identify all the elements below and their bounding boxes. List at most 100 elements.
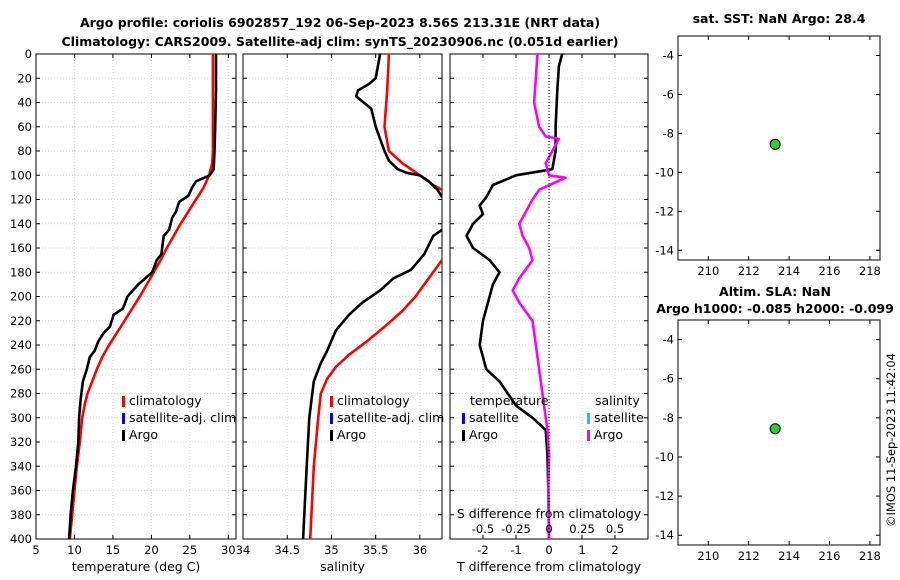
y-tick-label: -14 bbox=[655, 528, 674, 542]
series-line-climatology_deep bbox=[308, 259, 442, 539]
legend-swatch bbox=[330, 413, 333, 424]
x-tick-label: 214 bbox=[778, 264, 800, 278]
legend-title-salinity: salinity bbox=[595, 393, 640, 408]
legend-label: Argo bbox=[129, 427, 158, 442]
series-line-t-diff-argo bbox=[465, 54, 564, 539]
x-axis-label: salinity bbox=[320, 559, 365, 574]
x-tick-label: 34 bbox=[236, 543, 251, 557]
x-tick-label: 2 bbox=[611, 543, 618, 557]
y-tick-label: 100 bbox=[10, 168, 32, 182]
map-frame bbox=[677, 35, 881, 261]
grid-lines bbox=[36, 54, 236, 539]
figure-title-line1: Argo profile: coriolis 6902857_192 06-Se… bbox=[80, 15, 600, 31]
legend-swatch bbox=[122, 413, 125, 424]
series-line-s-diff-argo bbox=[511, 54, 567, 539]
x-tick-label: 218 bbox=[859, 264, 881, 278]
y-tick-label: -6 bbox=[663, 372, 674, 386]
x-axis-label: temperature (deg C) bbox=[72, 559, 201, 574]
legend-label: satellite bbox=[594, 410, 644, 425]
legend-label: satellite bbox=[469, 410, 519, 425]
x-axis-label: T difference from climatology bbox=[456, 559, 642, 574]
series-group bbox=[465, 54, 567, 539]
y-tick-label: 0 bbox=[25, 47, 32, 61]
legend-swatch bbox=[462, 413, 465, 424]
x-tick-label: 35.5 bbox=[363, 543, 389, 557]
y-tick-label: 260 bbox=[10, 362, 32, 376]
argo-location-marker bbox=[769, 138, 781, 150]
y-tick-label: 120 bbox=[10, 193, 32, 207]
legend-swatch bbox=[587, 413, 590, 424]
x-tick-label: 36 bbox=[413, 543, 428, 557]
legend-label: Argo bbox=[594, 427, 623, 442]
legend-swatch bbox=[462, 430, 465, 441]
legend-label: Argo bbox=[469, 427, 498, 442]
x-tick-label: 210 bbox=[697, 549, 719, 563]
map-title: Argo h1000: -0.085 h2000: -0.099 bbox=[656, 301, 894, 316]
sla-map-panel: Altim. SLA: NaN Argo h1000: -0.085 h2000:… bbox=[655, 284, 894, 563]
y-tick-label: -6 bbox=[663, 87, 674, 101]
x-tick-label: 25 bbox=[183, 543, 198, 557]
x-tick-label: 30 bbox=[221, 543, 236, 557]
y-tick-label: 20 bbox=[17, 71, 32, 85]
series-line-climatology bbox=[383, 54, 442, 191]
y-tick-label: 60 bbox=[17, 120, 32, 134]
legend-label: climatology bbox=[337, 393, 410, 408]
x-tick-label: 20 bbox=[144, 543, 159, 557]
x-tick-label: 34.5 bbox=[274, 543, 300, 557]
y-tick-label: -12 bbox=[655, 204, 674, 218]
x-tick-label: 35 bbox=[324, 543, 339, 557]
salinity-panel: 34 34.5 35 35.5 36 salinity climatology satelli… bbox=[236, 53, 444, 574]
y-tick-label: 80 bbox=[17, 144, 32, 158]
legend-swatch bbox=[122, 430, 125, 441]
legend-title-temperature: temperature bbox=[470, 393, 549, 408]
series-group bbox=[67, 54, 218, 539]
y-tick-label: -12 bbox=[655, 489, 674, 503]
x-tick-label: 1 bbox=[578, 543, 585, 557]
legend-label: satellite-adj. clim bbox=[337, 410, 444, 425]
y-tick-label: 200 bbox=[10, 290, 32, 304]
y-tick-label: 240 bbox=[10, 338, 32, 352]
y-tick-label: 280 bbox=[10, 387, 32, 401]
x-tick-label: -2 bbox=[477, 543, 488, 557]
y-tick-label: 40 bbox=[17, 96, 32, 110]
salinity-diff-tick-label: -0.25 bbox=[501, 522, 531, 536]
y-tick-label: 300 bbox=[10, 411, 32, 425]
legend-swatch bbox=[330, 396, 333, 407]
series-line-climatology bbox=[68, 54, 215, 539]
difference-panel: -2 -1 0 1 2 T difference from climatology S di… bbox=[449, 53, 649, 574]
salinity-diff-tick-label: -0.5 bbox=[472, 522, 494, 536]
y-tick-label: 400 bbox=[10, 532, 32, 546]
x-tick-label: 218 bbox=[859, 549, 881, 563]
y-tick-label: -8 bbox=[663, 411, 674, 425]
y-tick-label: 360 bbox=[10, 484, 32, 498]
x-tick-label: 216 bbox=[819, 264, 841, 278]
series-group bbox=[301, 54, 442, 539]
y-tick-label: 140 bbox=[10, 217, 32, 231]
x-tick-label: 216 bbox=[819, 549, 841, 563]
sst-map-panel: sat. SST: NaN Argo: 28.4 210 212 214 216 218 -… bbox=[655, 11, 881, 278]
series-line-argo bbox=[67, 54, 218, 539]
salinity-diff-tick-label: 0.5 bbox=[606, 522, 624, 536]
x-tick-label: 210 bbox=[697, 264, 719, 278]
salinity-diff-tick-label: 0.25 bbox=[569, 522, 595, 536]
salinity-diff-axis-label: S difference from climatology bbox=[457, 506, 642, 521]
y-tick-label: -10 bbox=[655, 450, 674, 464]
x-tick-label: 212 bbox=[738, 264, 760, 278]
y-tick-label: 160 bbox=[10, 241, 32, 255]
x-tick-label: 5 bbox=[32, 543, 39, 557]
argo-location-marker bbox=[769, 423, 781, 435]
legend-swatch bbox=[587, 430, 590, 441]
y-tick-label: 380 bbox=[10, 508, 32, 522]
x-tick-label: 212 bbox=[738, 549, 760, 563]
y-tick-label: -4 bbox=[663, 333, 674, 347]
legend-swatch bbox=[122, 396, 125, 407]
x-tick-label: 10 bbox=[67, 543, 82, 557]
y-tick-label: 220 bbox=[10, 314, 32, 328]
series-line-argo bbox=[354, 54, 442, 198]
map-frame bbox=[677, 319, 881, 546]
figure-title-line2: Climatology: CARS2009. Satellite-adj cli… bbox=[61, 34, 618, 50]
legend-swatch bbox=[330, 430, 333, 441]
legend-label: climatology bbox=[129, 393, 202, 408]
y-tick-label: -4 bbox=[663, 48, 674, 62]
